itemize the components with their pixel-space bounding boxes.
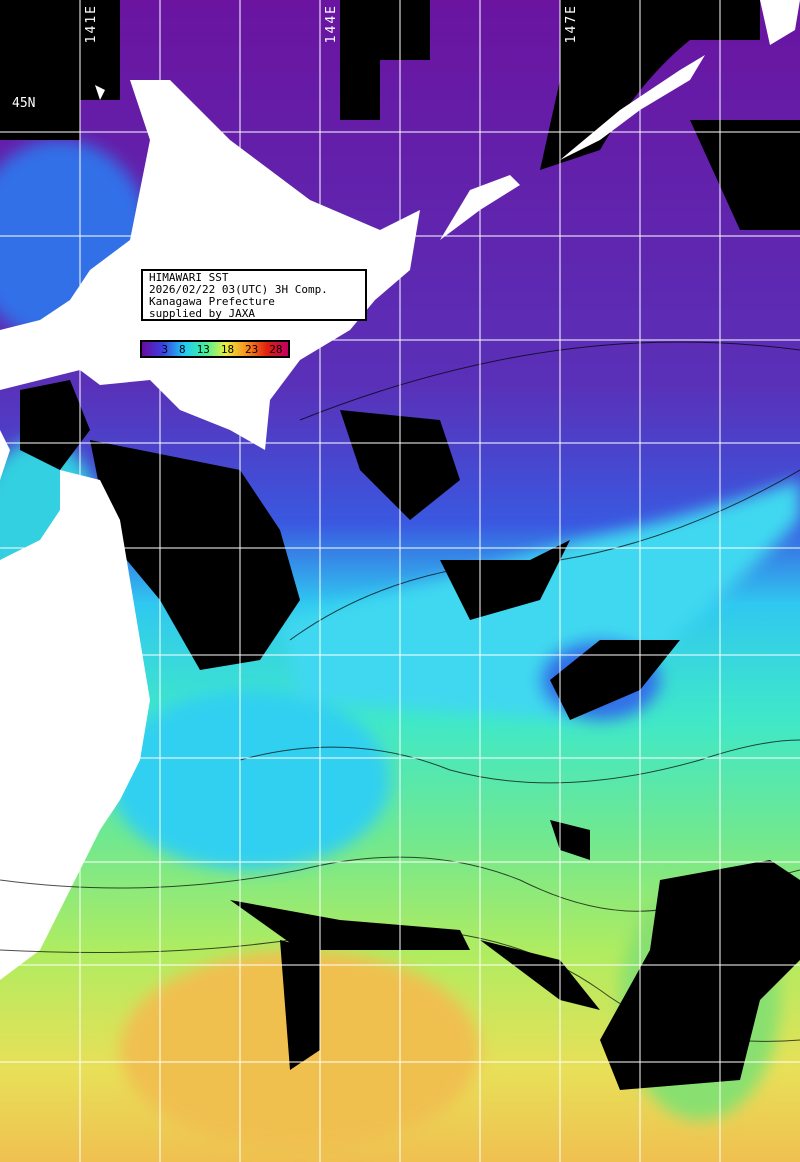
info-box: HIMAWARI SST 2026/02/22 03(UTC) 3H Comp.… (141, 269, 367, 321)
lon-label-147e: 147E (564, 4, 579, 44)
colorbar-tick: 18 (220, 342, 235, 356)
colorbar-tick: 8 (179, 342, 186, 356)
colorbar-tick: 28 (269, 342, 283, 356)
info-datetime: 2026/02/22 03(UTC) 3H Comp. (149, 283, 328, 296)
info-org: Kanagawa Prefecture (149, 295, 275, 308)
colorbar-tick: 13 (196, 342, 210, 356)
colorbar-legend: 3 8 13 18 23 28 (140, 340, 290, 358)
land (0, 0, 800, 980)
info-source: supplied by JAXA (149, 307, 255, 320)
lon-label-141e: 141E (84, 4, 99, 44)
lat-label-45n: 45N (12, 96, 36, 111)
info-title: HIMAWARI SST (149, 271, 229, 284)
lon-label-144e: 144E (324, 4, 339, 44)
colorbar-tick: 3 (161, 342, 169, 356)
colorbar-tick: 23 (245, 342, 259, 356)
